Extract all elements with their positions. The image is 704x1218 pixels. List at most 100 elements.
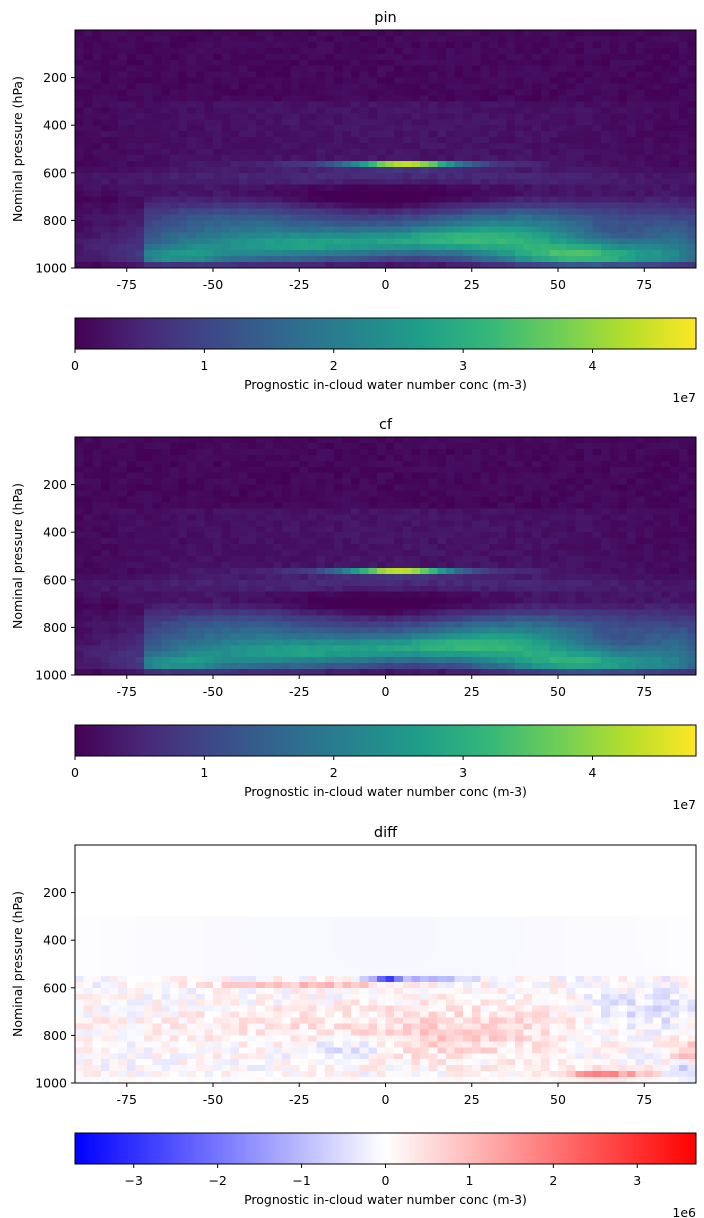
heatmap-cell [592,59,602,67]
heatmap-cell [282,532,292,539]
heatmap-cell [385,71,395,79]
heatmap-cell [420,639,430,646]
heatmap-cell [299,41,309,49]
heatmap-cell [359,30,369,37]
heatmap-cell [376,232,387,239]
heatmap-cell [678,143,688,150]
heatmap-cell [126,657,136,664]
heatmap-cell [325,460,335,468]
heatmap-cell [187,550,197,557]
heatmap-cell [376,496,387,504]
heatmap-cell [221,208,231,216]
heatmap-cell [471,466,481,474]
heatmap-cell [385,166,395,174]
heatmap-cell [566,101,576,108]
heatmap-cell [213,166,223,174]
heatmap-cell [273,484,283,492]
heatmap-cell [428,567,438,575]
x-tick-label: 50 [550,277,566,292]
heatmap-cell [609,208,619,216]
heatmap-cell [273,663,283,670]
heatmap-cell [428,244,438,251]
heatmap-cell [187,59,197,67]
heatmap-cell [135,35,145,43]
heatmap-cell [100,196,111,204]
heatmap-cell [480,603,490,611]
heatmap-cell [644,35,654,43]
heatmap-cell [325,202,335,210]
heatmap-cell [118,137,128,144]
heatmap-cell [307,220,318,227]
heatmap-cell [359,579,369,587]
heatmap-cell [109,65,119,73]
heatmap-cell [342,160,352,168]
heatmap-cell [178,490,188,498]
heatmap-cell [204,41,214,49]
heatmap-cell [273,585,283,593]
heatmap-cell [152,663,162,670]
heatmap-cell [342,466,352,474]
heatmap-cell [497,526,507,533]
heatmap-cell [385,544,395,551]
heatmap-cell [523,83,533,91]
heatmap-cell [282,95,292,102]
heatmap-cell [178,83,188,91]
heatmap-cell [394,556,404,563]
heatmap-cell [428,226,438,233]
heatmap-cell [126,35,136,43]
heatmap-cell [83,71,93,79]
heatmap-cell [506,651,516,658]
heatmap-cell [195,437,205,444]
heatmap-cell [75,502,85,509]
heatmap-cell [230,561,240,569]
heatmap-cell [437,47,447,55]
heatmap-cell [368,508,378,515]
heatmap-cell [307,621,318,628]
heatmap-cell [152,627,162,634]
heatmap-cell [195,71,205,79]
heatmap-cell [161,579,171,587]
heatmap-cell [109,214,119,221]
heatmap-cell [376,143,387,150]
heatmap-cell [411,35,421,43]
heatmap-cell [204,107,214,114]
heatmap-cell [635,71,645,79]
heatmap-cell [178,166,188,174]
heatmap-cell [325,472,335,480]
heatmap-cell [411,556,421,563]
heatmap-cell [359,633,369,640]
heatmap-cell [299,143,309,150]
heatmap-cell [256,190,266,198]
heatmap-cell [411,149,421,156]
heatmap-cell [316,53,326,61]
heatmap-cell [325,262,335,269]
heatmap-cell [100,621,111,628]
heatmap-cell [247,196,257,204]
heatmap-cell [144,561,154,569]
heatmap-cell [583,196,594,204]
heatmap-cell [480,514,490,521]
heatmap-cell [411,107,421,114]
heatmap-cell [126,95,136,102]
heatmap-cell [187,627,197,634]
heatmap-cell [238,238,249,245]
heatmap-cell [221,59,231,67]
heatmap-cell [480,639,490,646]
heatmap-cell [506,184,516,192]
x-tick-label: -50 [203,277,223,292]
heatmap-cell [333,657,343,664]
heatmap-cell [411,190,421,198]
heatmap-cell [307,101,318,108]
heatmap-cell [497,190,507,198]
heatmap-cell [325,137,335,144]
heatmap-cell [627,160,637,168]
heatmap-cell [359,131,369,138]
heatmap-cell [428,484,438,492]
heatmap-cell [264,202,274,210]
heatmap-cell [471,89,481,97]
heatmap-cell [307,520,318,527]
heatmap-cell [204,89,214,97]
heatmap-cell [497,466,507,474]
heatmap-cell [204,657,214,664]
heatmap-cell [100,65,111,73]
